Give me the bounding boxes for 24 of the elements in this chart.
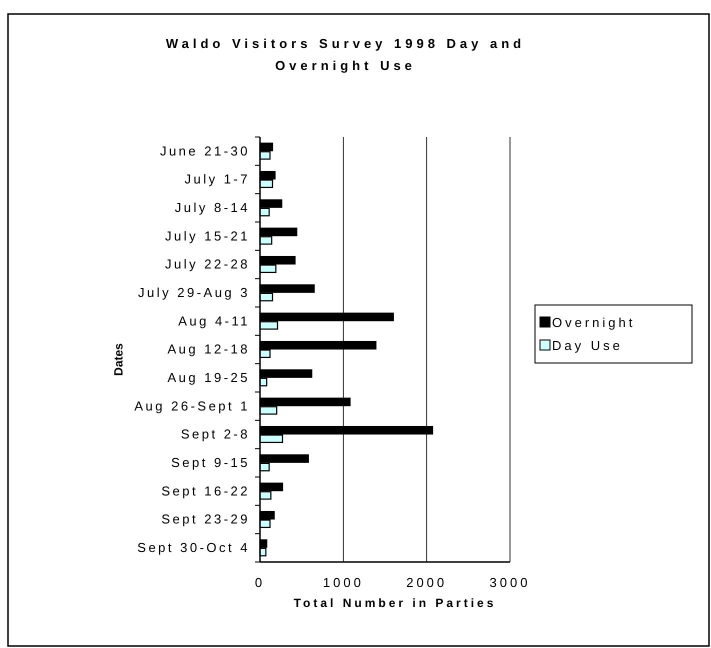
- y-tick-label: Sept 16-22: [161, 483, 250, 498]
- y-tick-label: June 21-30: [160, 143, 250, 158]
- chart-title: Waldo Visitors Survey 1998 Day and Overnight Use: [166, 36, 526, 73]
- x-tick-label: 2000: [406, 575, 448, 590]
- legend-label: Overnight: [552, 315, 636, 330]
- x-tick-label: 3000: [490, 575, 530, 590]
- y-tick-label: July 22-28: [165, 256, 250, 272]
- y-tick-label: July 29-Aug 3: [138, 284, 250, 300]
- x-tick-label: 1000: [322, 575, 364, 590]
- y-tick-label: Sept 30-Oct 4: [137, 540, 250, 555]
- y-tick-label: Aug 4-11: [178, 313, 250, 328]
- y-tick-label: July 8-14: [174, 200, 250, 215]
- y-tick-label: Aug 19-25: [168, 370, 250, 385]
- y-tick-label: Aug 26-Sept 1: [134, 398, 250, 414]
- y-tick-label: Sept 9-15: [171, 454, 250, 470]
- y-tick-label: July 1-7: [184, 172, 250, 187]
- legend-label: Day Use: [552, 338, 623, 353]
- y-tick-label: Aug 12-18: [168, 342, 250, 357]
- y-tick-label: Sept 23-29: [161, 512, 250, 527]
- y-tick-label: Sept 2-8: [180, 426, 250, 442]
- x-tick-label: 0: [254, 575, 266, 590]
- y-tick-label: July 15-21: [165, 228, 250, 244]
- y-axis-title: Dates: [111, 342, 126, 376]
- x-axis-title: Total Number in Parties: [294, 596, 496, 610]
